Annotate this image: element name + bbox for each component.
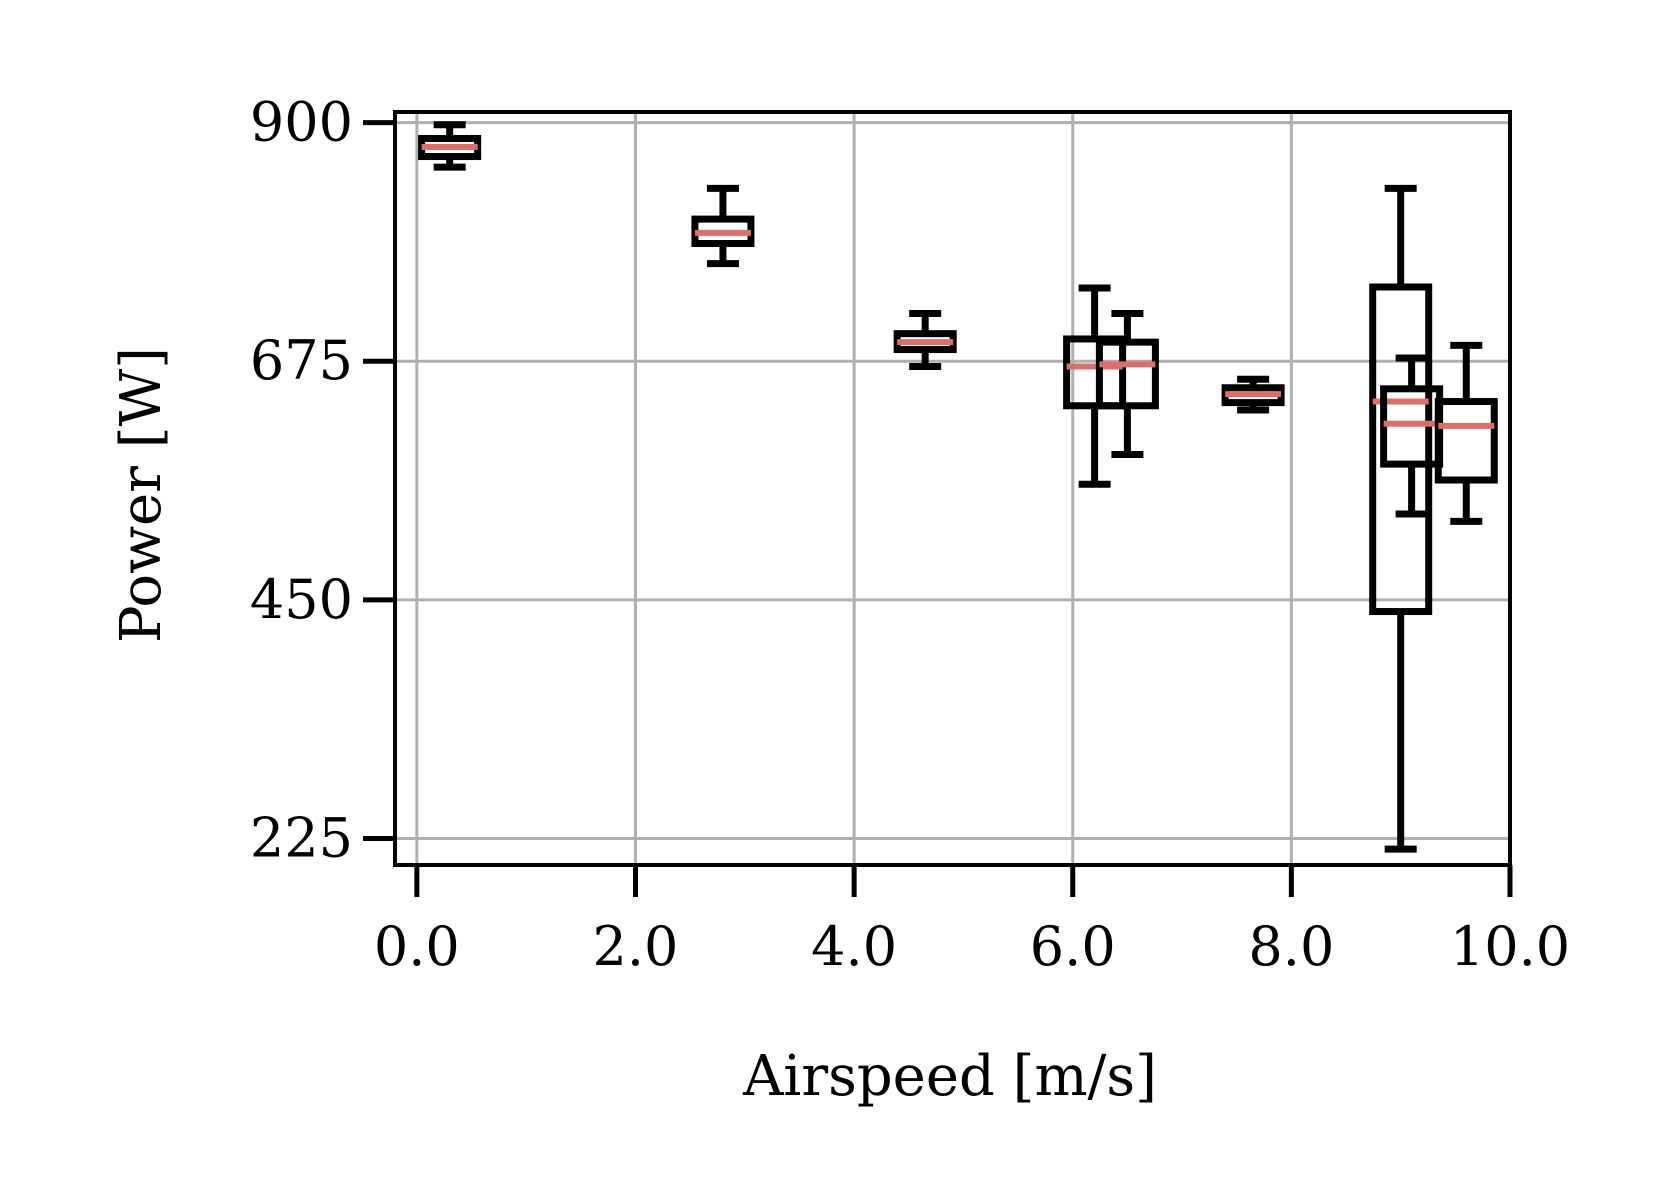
x-tick-label: 6.0 [1030, 915, 1116, 978]
box-item [893, 310, 957, 371]
x-tick-label: 8.0 [1248, 915, 1334, 978]
x-tick-label: 0.0 [374, 915, 460, 978]
plot-frame [393, 110, 1512, 867]
x-tick-label: 4.0 [811, 915, 897, 978]
box-body [1095, 338, 1159, 410]
box-item [1221, 375, 1285, 414]
x-tick-label: 10.0 [1450, 915, 1570, 978]
box-item [1434, 341, 1498, 525]
grid [395, 112, 1512, 865]
box-body [1434, 398, 1498, 484]
ticks: 0.0 2.0 4.0 6.0 8.0 10.0 225 450 675 900 [250, 91, 1570, 978]
y-tick-label: 225 [250, 806, 353, 869]
box-item [1095, 310, 1159, 459]
box-item [418, 121, 482, 171]
y-tick-label: 450 [250, 568, 353, 631]
y-axis-label: Power [W] [109, 347, 174, 643]
box-item [1063, 284, 1127, 488]
y-tick-label: 900 [250, 91, 353, 154]
box-item [691, 184, 755, 268]
x-tick-label: 2.0 [593, 915, 679, 978]
y-tick-label: 675 [250, 329, 353, 392]
box-item [1369, 184, 1433, 853]
box-body [1063, 335, 1127, 410]
x-axis-label: Airspeed [m/s] [742, 1044, 1157, 1109]
boxes [418, 121, 1498, 853]
box-body [1369, 283, 1433, 616]
